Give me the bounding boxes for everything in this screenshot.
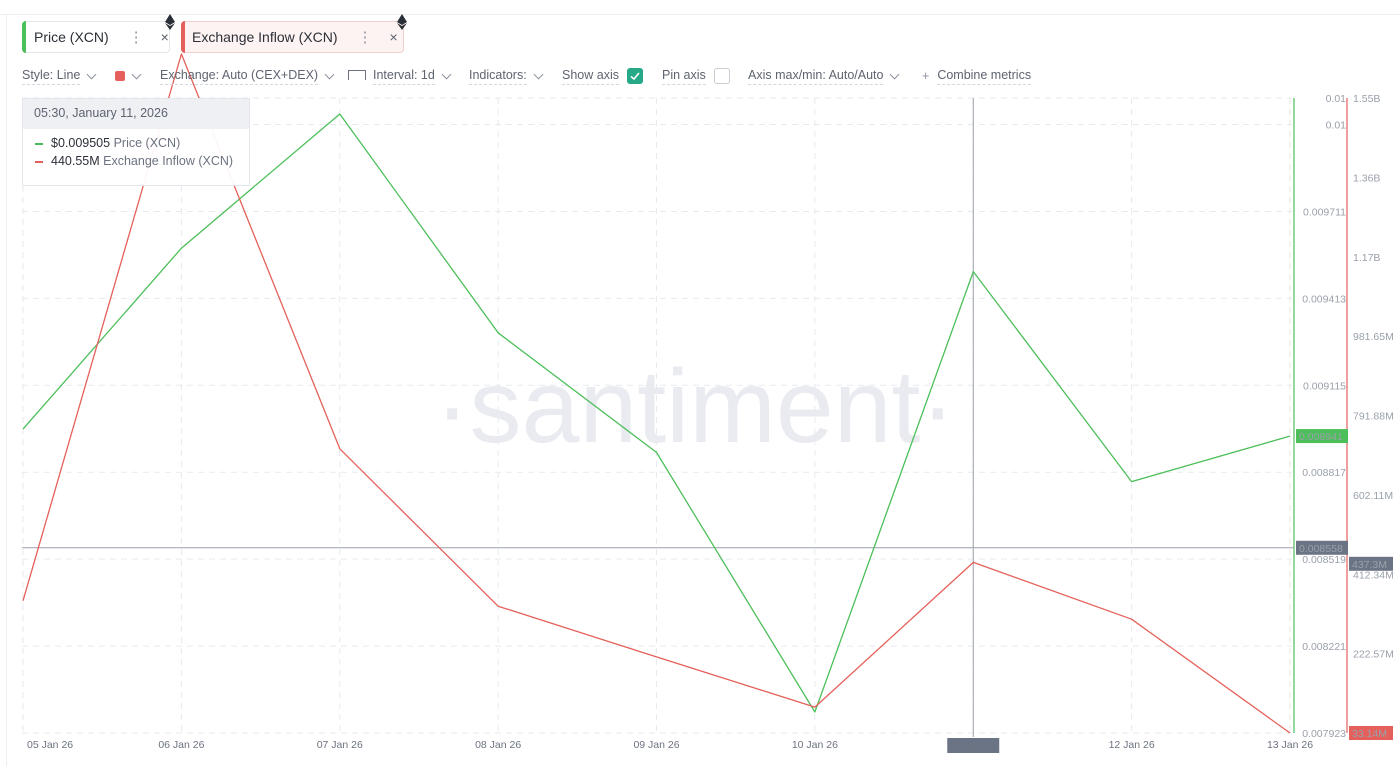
price-axis-tick: 0.008519 [1302, 554, 1346, 566]
chevron-down-icon [324, 69, 335, 79]
check-icon [630, 72, 640, 81]
exchange-label: Exchange: Auto (CEX+DEX) [160, 68, 319, 85]
inflow-axis-tick: 1.36B [1353, 173, 1380, 185]
metric-tab-label: Exchange Inflow (XCN) [192, 29, 338, 45]
x-axis-tick: 05 Jan 26 [27, 739, 73, 751]
series-dash [35, 142, 43, 145]
chevron-down-icon [86, 69, 97, 79]
show-axis-label: Show axis [562, 68, 619, 85]
color-picker[interactable] [115, 66, 142, 86]
interval-icon [348, 70, 366, 80]
axis-maxmin-dropdown[interactable]: Axis max/min: Auto/Auto [748, 66, 900, 86]
chart-tooltip: 05:30, January 11, 2026 $0.009505 Price … [22, 98, 250, 186]
pin-axis-checkbox[interactable] [713, 68, 730, 84]
pin-axis-label: Pin axis [662, 68, 706, 85]
indicators-label: Indicators: [469, 68, 527, 85]
inflow-axis-tick: 412.34M [1353, 569, 1394, 581]
x-axis-tick: 08 Jan 26 [475, 739, 521, 751]
kebab-menu-icon[interactable]: ⋮ [357, 29, 373, 46]
tooltip-value: 440.55M [51, 154, 100, 168]
price-axis-tick: 0.01 [1326, 93, 1347, 105]
chevron-down-icon [441, 69, 452, 79]
axis-maxmin-label: Axis max/min: Auto/Auto [748, 68, 884, 85]
combine-metrics-button[interactable]: + Combine metrics [922, 66, 1032, 86]
crosshair-price-badge-bg [1296, 540, 1348, 555]
style-dropdown[interactable]: Style: Line [22, 66, 97, 86]
close-icon[interactable]: × [389, 29, 398, 45]
x-axis-tick: 10 Jan 26 [792, 739, 838, 751]
price-axis-tick: 0.009115 [1303, 380, 1346, 392]
series-dash [35, 160, 43, 163]
metric-tab-price[interactable]: Price (XCN) ⋮ × [22, 21, 170, 53]
tooltip-date: 05:30, January 11, 2026 [23, 99, 249, 129]
inflow-last-badge: 33.14M [1352, 728, 1387, 740]
price-axis-tick: 0.01 [1326, 120, 1347, 132]
show-axis-toggle[interactable]: Show axis [562, 66, 643, 86]
crosshair-date-badge [947, 738, 1000, 753]
interval-dropdown[interactable]: Interval: 1d [348, 66, 452, 86]
plus-icon: + [922, 69, 930, 83]
chevron-down-icon [131, 69, 142, 79]
price-axis-tick: 0.007923 [1302, 728, 1346, 740]
x-axis-tick: 13 Jan 26 [1267, 739, 1313, 751]
metric-tab-label: Price (XCN) [34, 29, 109, 45]
price-last-badge-bg [1296, 429, 1348, 444]
inflow-axis-tick: 222.57M [1353, 649, 1394, 661]
exchange-dropdown[interactable]: Exchange: Auto (CEX+DEX) [160, 66, 335, 86]
tooltip-row-inflow: 440.55M Exchange Inflow (XCN) [23, 152, 249, 170]
metric-color-bar [181, 21, 185, 53]
chevron-down-icon [890, 69, 900, 79]
x-axis-tick: 07 Jan 26 [317, 739, 363, 751]
left-border [6, 14, 7, 766]
price-last-badge: 0.008941 [1299, 431, 1343, 443]
tooltip-row-price: $0.009505 Price (XCN) [23, 134, 249, 152]
top-border [0, 14, 1400, 15]
show-axis-checkbox[interactable] [626, 68, 643, 84]
inflow-last-badge-bg [1349, 726, 1393, 740]
chevron-down-icon [533, 69, 544, 79]
tooltip-label: Price (XCN) [113, 136, 181, 150]
inflow-axis-tick: 1.17B [1353, 252, 1380, 264]
ethereum-icon [165, 14, 175, 30]
metric-tab-exchange-inflow[interactable]: Exchange Inflow (XCN) ⋮ × [181, 21, 404, 53]
inflow-axis-tick: 791.88M [1353, 410, 1394, 422]
kebab-menu-icon[interactable]: ⋮ [128, 29, 144, 46]
interval-label: Interval: 1d [373, 68, 435, 85]
tooltip-value: $0.009505 [51, 136, 111, 150]
crosshair-price-badge: 0.008558 [1299, 543, 1343, 555]
x-axis-tick: 09 Jan 26 [633, 739, 679, 751]
x-axis-tick: 12 Jan 26 [1109, 739, 1155, 751]
indicators-dropdown[interactable]: Indicators: [469, 66, 544, 86]
price-axis-tick: 0.009711 [1303, 206, 1346, 218]
style-label: Style: Line [22, 68, 81, 85]
ethereum-icon [397, 14, 407, 30]
close-icon[interactable]: × [160, 29, 169, 45]
price-axis-tick: 0.008221 [1302, 641, 1346, 653]
watermark-text: ·santiment· [435, 349, 955, 465]
inflow-axis-tick: 602.11M [1353, 490, 1393, 502]
crosshair-date-label: 11 Jan 26 [951, 740, 997, 752]
price-axis-tick: 0.008817 [1302, 467, 1346, 479]
crosshair-inflow-badge: 437.3M [1352, 559, 1387, 571]
price-axis-tick: 0.009413 [1302, 293, 1346, 305]
combine-metrics-label: Combine metrics [937, 68, 1032, 85]
inflow-axis-tick: 981.65M [1353, 331, 1394, 343]
x-axis-tick: 06 Jan 26 [158, 739, 204, 751]
color-swatch [115, 71, 125, 81]
tooltip-label: Exchange Inflow (XCN) [103, 154, 234, 168]
pin-axis-toggle[interactable]: Pin axis [662, 66, 730, 86]
metric-color-bar [22, 21, 26, 53]
crosshair-inflow-badge-bg [1349, 556, 1393, 571]
inflow-axis-tick: 1.55B [1353, 93, 1380, 105]
